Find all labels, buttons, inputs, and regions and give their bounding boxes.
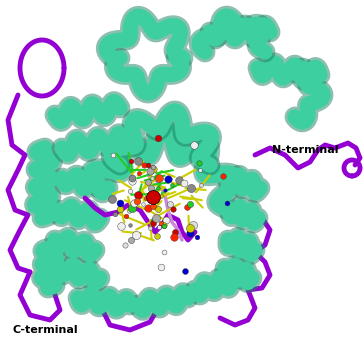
Text: N-terminal: N-terminal [272,145,339,155]
Text: C-terminal: C-terminal [12,325,78,335]
